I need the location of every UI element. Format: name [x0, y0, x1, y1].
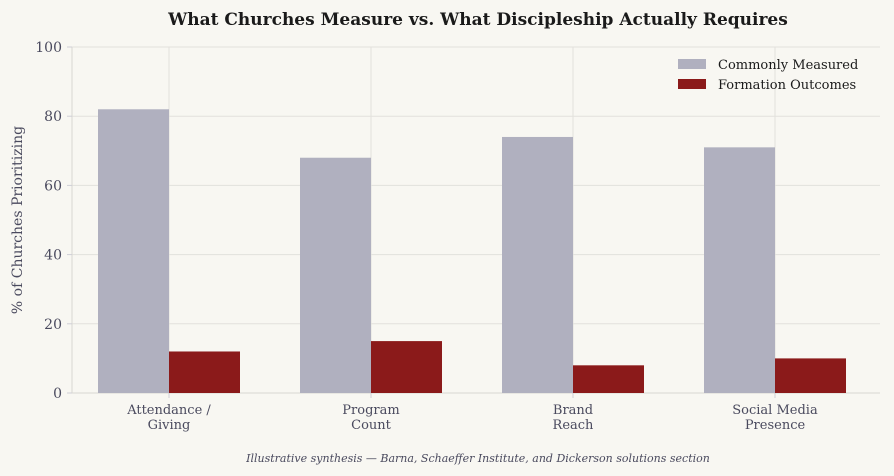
x-tick-label: Attendance / — [126, 403, 211, 418]
legend-swatch — [678, 79, 706, 89]
bars — [98, 109, 846, 393]
y-axis-ticks: 0 20 40 60 80 100 — [35, 40, 72, 402]
y-tick-label: 100 — [35, 40, 62, 56]
y-tick-label: 0 — [53, 386, 62, 402]
x-tick-label: Program — [342, 403, 399, 418]
bar-formation-outcomes — [169, 351, 240, 393]
x-tick-label: Brand — [553, 403, 593, 418]
y-tick-label: 20 — [44, 317, 62, 333]
legend-label: Commonly Measured — [718, 58, 858, 73]
x-tick-label: Count — [351, 418, 392, 433]
bar-formation-outcomes — [775, 358, 846, 393]
source-note: Illustrative synthesis — Barna, Schaeffe… — [245, 452, 710, 465]
bar-commonly-measured — [502, 136, 573, 393]
bar-commonly-measured — [98, 109, 169, 393]
chart-title: What Churches Measure vs. What Disciples… — [167, 10, 788, 30]
legend-label: Formation Outcomes — [718, 78, 856, 93]
y-axis-label: % of Churches Prioritizing — [10, 126, 26, 314]
x-tick-label: Giving — [148, 418, 191, 433]
x-tick-label: Presence — [745, 418, 806, 433]
bar-commonly-measured — [300, 157, 371, 393]
y-tick-label: 40 — [44, 248, 62, 264]
x-tick-label: Reach — [553, 418, 595, 433]
bar-commonly-measured — [704, 147, 775, 393]
bar-formation-outcomes — [371, 341, 442, 393]
legend: Commonly Measured Formation Outcomes — [678, 58, 858, 93]
x-tick-label: Social Media — [732, 403, 818, 418]
bar-formation-outcomes — [573, 365, 644, 393]
y-tick-label: 60 — [44, 178, 62, 194]
legend-swatch — [678, 59, 706, 69]
y-tick-label: 80 — [44, 109, 62, 125]
